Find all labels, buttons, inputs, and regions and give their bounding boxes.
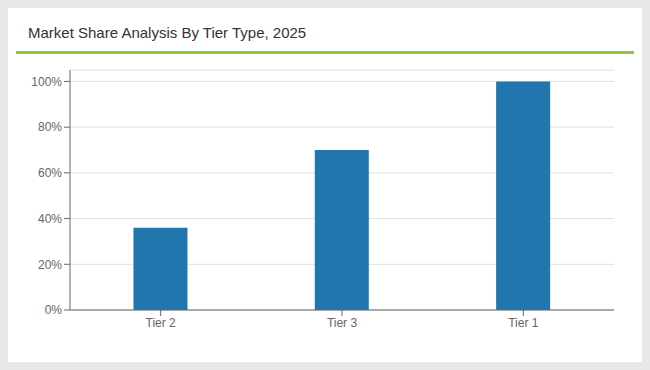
svg-text:80%: 80%	[38, 120, 62, 134]
svg-text:Tier 3: Tier 3	[327, 316, 358, 330]
svg-text:Tier 2: Tier 2	[146, 316, 177, 330]
html-text:Market Share Analysis By Tier: Market Share Analysis By Tier Type, 2025	[28, 24, 307, 41]
svg-text:100%: 100%	[31, 75, 62, 89]
svg-text:0%: 0%	[45, 303, 63, 317]
svg-text:60%: 60%	[38, 166, 62, 180]
svg-text:20%: 20%	[38, 258, 62, 272]
svg-text:Tier 1: Tier 1	[508, 316, 539, 330]
svg-text:40%: 40%	[38, 212, 62, 226]
